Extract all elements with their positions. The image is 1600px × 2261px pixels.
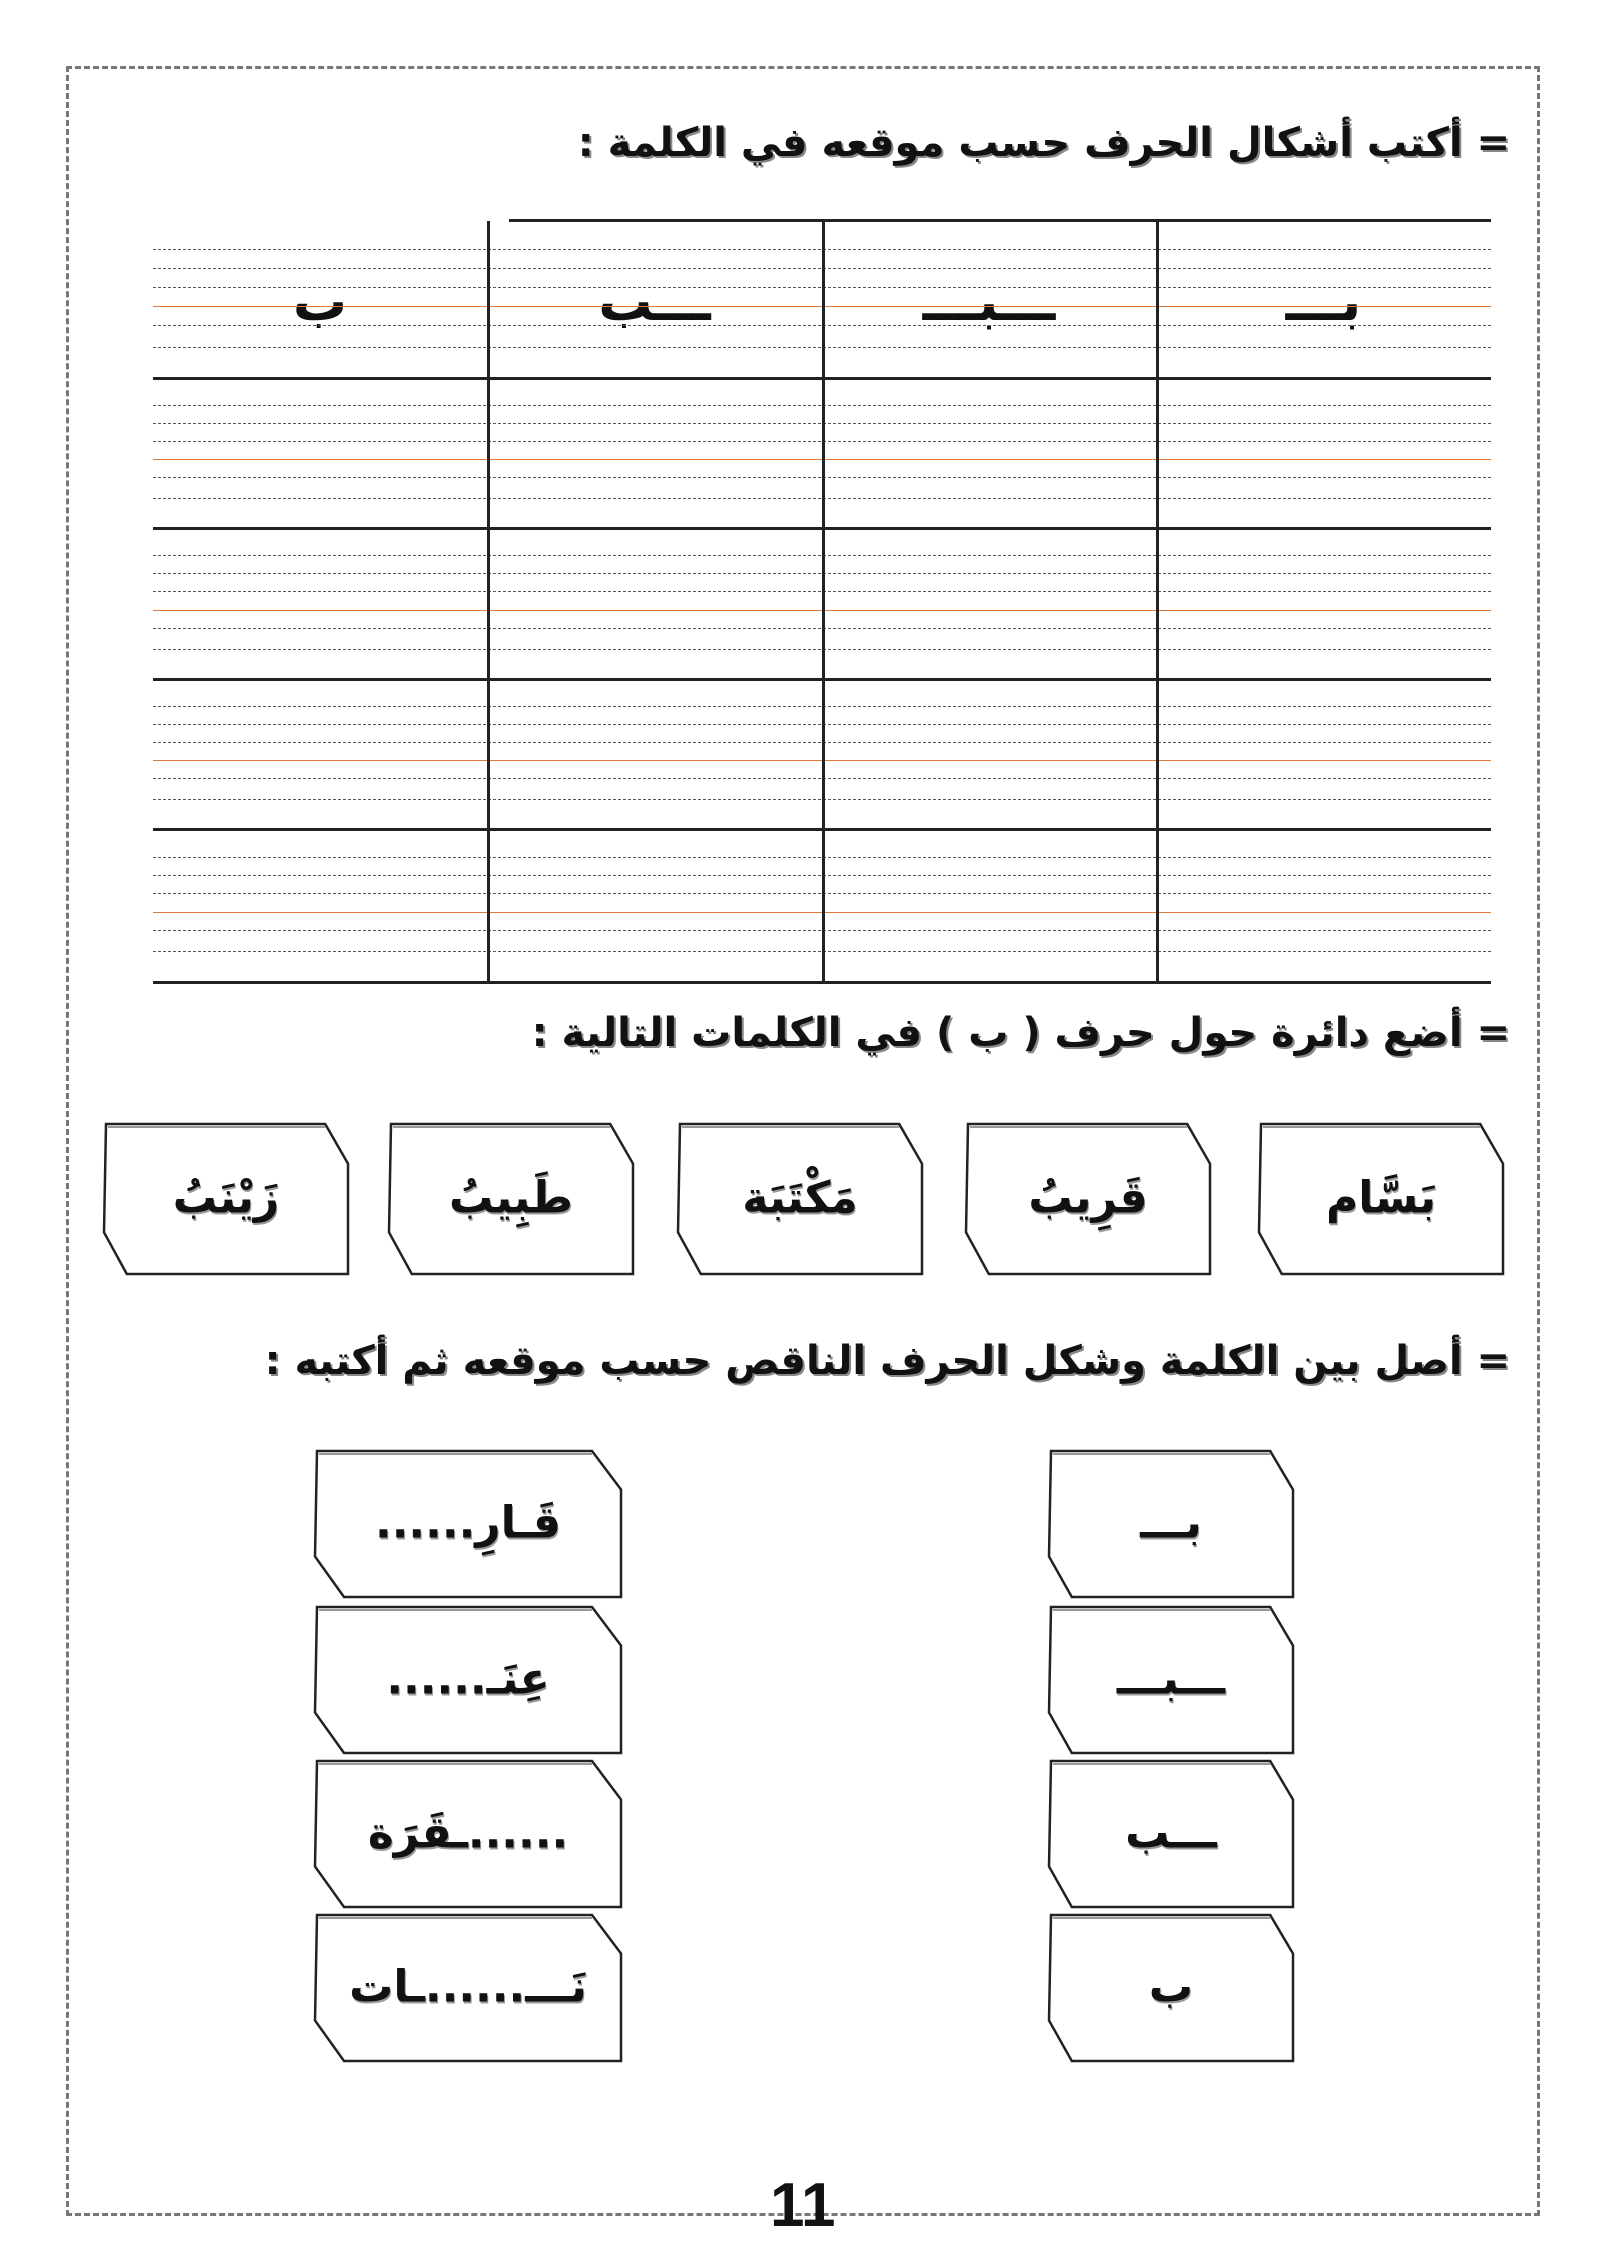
letter-form-card[interactable]: ـــبـــ [1047, 1603, 1295, 1755]
box-text: ـــبـــ [1116, 1653, 1226, 1705]
section1-title: = أكتب أشكال الحرف حسب موقعه في الكلمة : [577, 120, 1510, 166]
row-divider [153, 981, 1491, 984]
box-text: قَـارِ...... [375, 1497, 561, 1549]
word-card[interactable]: قَرِيبُ [964, 1120, 1212, 1276]
box-outline [964, 1122, 1212, 1276]
box-outline [313, 1913, 623, 2063]
box-outline [102, 1122, 350, 1276]
page-border [66, 66, 1540, 2216]
box-outline [1047, 1759, 1295, 1909]
word-card[interactable]: زَيْنَبُ [102, 1120, 350, 1276]
box-text: قَرِيبُ [1028, 1172, 1148, 1224]
incomplete-word-card[interactable]: قَـارِ...... [313, 1447, 623, 1599]
box-text: بَسَّام [1325, 1172, 1437, 1224]
word-card[interactable]: بَسَّام [1257, 1120, 1505, 1276]
box-text: طَبِيبُ [449, 1172, 573, 1224]
column-divider [487, 221, 490, 982]
box-outline [1257, 1122, 1505, 1276]
section2-title: = أضع دائرة حول حرف ( ب ) في الكلمات الت… [531, 1010, 1510, 1056]
letter-form-card[interactable]: ب [1047, 1911, 1295, 2063]
header-final: ـــب [598, 270, 711, 333]
box-text: مَكْتَبَة [742, 1172, 858, 1224]
word-card[interactable]: طَبِيبُ [387, 1120, 635, 1276]
box-outline [313, 1449, 623, 1599]
word-card[interactable]: مَكْتَبَة [676, 1120, 924, 1276]
column-divider [822, 221, 825, 982]
column-divider [1156, 221, 1159, 982]
box-text: ......ـقَرَة [367, 1807, 569, 1859]
box-text: نَـــ......ـات [349, 1961, 587, 2013]
header-isolated: ب [292, 270, 348, 333]
box-text: عِنَـ...... [386, 1653, 550, 1705]
table-top-line [509, 219, 1491, 222]
box-text: بـــ [1140, 1497, 1202, 1549]
letter-form-card[interactable]: بـــ [1047, 1447, 1295, 1599]
box-outline [1047, 1449, 1295, 1599]
box-outline [313, 1759, 623, 1909]
header-medial: ـــبـــ [922, 270, 1056, 333]
box-text: ب [1148, 1961, 1194, 2013]
letter-form-card[interactable]: ـــب [1047, 1757, 1295, 1909]
header-initial: بـــ [1285, 270, 1362, 333]
incomplete-word-card[interactable]: نَـــ......ـات [313, 1911, 623, 2063]
box-outline [387, 1122, 635, 1276]
section3-title: = أصل بين الكلمة وشكل الحرف الناقص حسب م… [264, 1338, 1510, 1384]
box-outline [1047, 1913, 1295, 2063]
box-outline [676, 1122, 924, 1276]
box-outline [313, 1605, 623, 1755]
box-outline [1047, 1605, 1295, 1755]
box-text: ـــب [1125, 1807, 1217, 1859]
incomplete-word-card[interactable]: عِنَـ...... [313, 1603, 623, 1755]
box-text: زَيْنَبُ [172, 1172, 280, 1224]
incomplete-word-card[interactable]: ......ـقَرَة [313, 1757, 623, 1909]
page-number: 11 [770, 2171, 836, 2240]
